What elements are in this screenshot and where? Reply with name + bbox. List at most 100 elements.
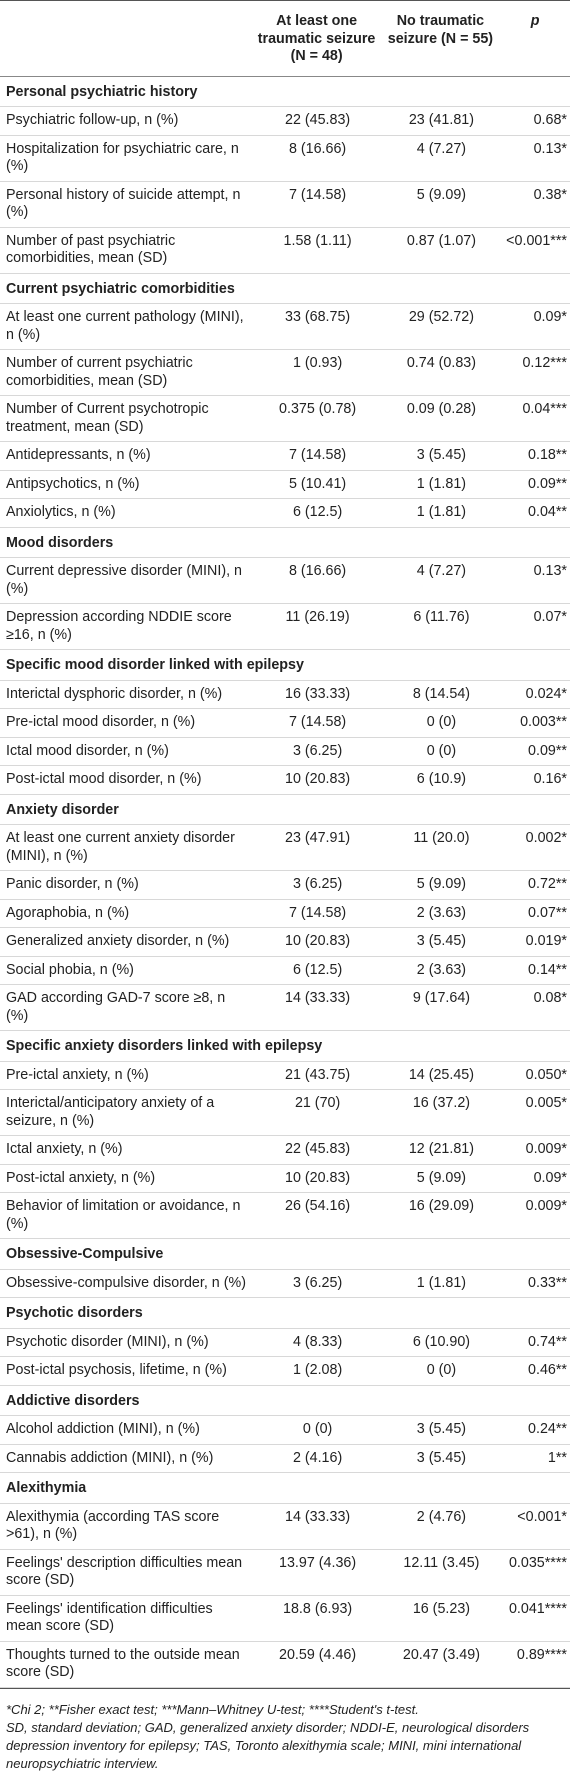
cell: 2 (3.63) xyxy=(380,956,501,985)
footnotes: *Chi 2; **Fisher exact test; ***Mann–Whi… xyxy=(0,1687,570,1773)
data-row: Pre-ictal anxiety, n (%) 21 (43.75) 14 (25… xyxy=(0,1061,570,1090)
cell: 0.009* xyxy=(500,1192,570,1239)
section-row: Specific mood disorder linked with epile… xyxy=(0,649,570,681)
row-label: Psychiatric follow-up, n (%) xyxy=(0,106,253,136)
cell: 7 (14.58) xyxy=(252,708,381,738)
data-row: Social phobia, n (%) 6 (12.5) 2 (3.63) 0.14… xyxy=(0,956,570,985)
section-title: Obsessive-Compulsive xyxy=(0,1238,570,1270)
row-label: Number of current psychiatric comorbidit… xyxy=(0,349,253,396)
cell: 2 (4.76) xyxy=(380,1503,501,1550)
cell: 11 (20.0) xyxy=(380,824,501,871)
cell: 0.019* xyxy=(500,927,570,957)
header-cell: At least one traumatic seizure (N = 48) xyxy=(252,0,381,77)
cell: 22 (45.83) xyxy=(252,1135,381,1165)
cell: 8 (16.66) xyxy=(252,135,381,182)
cell: 0 (0) xyxy=(380,708,501,738)
row-label: Antipsychotics, n (%) xyxy=(0,470,253,499)
cell: 0 (0) xyxy=(380,1356,501,1386)
cell: 1 (1.81) xyxy=(380,1269,501,1298)
row-label: Number of past psychiatric comorbidities… xyxy=(0,227,253,274)
cell: 12 (21.81) xyxy=(380,1135,501,1165)
row-label: At least one current pathology (MINI), n… xyxy=(0,303,253,350)
cell: 21 (43.75) xyxy=(252,1061,381,1090)
cell: 13.97 (4.36) xyxy=(252,1549,381,1596)
data-row: Antipsychotics, n (%) 5 (10.41) 1 (1.81) 0.… xyxy=(0,470,570,499)
cell: <0.001*** xyxy=(500,227,570,274)
row-label: Ictal mood disorder, n (%) xyxy=(0,737,253,766)
cell: 7 (14.58) xyxy=(252,899,381,928)
data-row: Psychotic disorder (MINI), n (%) 4 (8.33)… xyxy=(0,1328,570,1357)
cell: 0.46** xyxy=(500,1356,570,1386)
row-label: Alcohol addiction (MINI), n (%) xyxy=(0,1415,253,1445)
cell: 16 (33.33) xyxy=(252,680,381,709)
data-row: At least one current pathology (MINI), n… xyxy=(0,303,570,350)
cell: 0.005* xyxy=(500,1089,570,1136)
cell: 0.035**** xyxy=(500,1549,570,1596)
row-label: Post-ictal anxiety, n (%) xyxy=(0,1164,253,1193)
cell: 23 (41.81) xyxy=(380,106,501,136)
cell: 0.87 (1.07) xyxy=(380,227,501,274)
cell: 0.08* xyxy=(500,984,570,1031)
row-label: Feelings' description difficulties mean … xyxy=(0,1549,253,1596)
cell: 0.13* xyxy=(500,135,570,182)
cell: 9 (17.64) xyxy=(380,984,501,1031)
data-row: Cannabis addiction (MINI), n (%) 2 (4.16)… xyxy=(0,1444,570,1473)
row-label: At least one current anxiety disorder (M… xyxy=(0,824,253,871)
cell: 0 (0) xyxy=(380,737,501,766)
cell: 1 (0.93) xyxy=(252,349,381,396)
row-label: Thoughts turned to the outside mean scor… xyxy=(0,1641,253,1688)
cell: 7 (14.58) xyxy=(252,181,381,228)
section-row: Addictive disorders xyxy=(0,1385,570,1416)
data-row: Thoughts turned to the outside mean scor… xyxy=(0,1641,570,1688)
row-label: Post-ictal mood disorder, n (%) xyxy=(0,765,253,795)
data-row: Panic disorder, n (%) 3 (6.25) 5 (9.09) 0.7… xyxy=(0,870,570,900)
section-row: Mood disorders xyxy=(0,527,570,558)
cell: 0.24** xyxy=(500,1415,570,1445)
data-row: Number of past psychiatric comorbidities… xyxy=(0,227,570,274)
cell: 0.050* xyxy=(500,1061,570,1090)
cell: 0.07* xyxy=(500,603,570,650)
row-label: Agoraphobia, n (%) xyxy=(0,899,253,928)
data-row: Obsessive-compulsive disorder, n (%) 3 (6… xyxy=(0,1269,570,1298)
cell: 0.68* xyxy=(500,106,570,136)
data-row: Number of Current psychotropic treatment… xyxy=(0,395,570,442)
data-row: Alcohol addiction (MINI), n (%) 0 (0) 3 (5… xyxy=(0,1415,570,1445)
section-title: Psychotic disorders xyxy=(0,1297,570,1329)
row-label: Behavior of limitation or avoidance, n (… xyxy=(0,1192,253,1239)
cell: 3 (5.45) xyxy=(380,1444,501,1473)
cell: 3 (6.25) xyxy=(252,870,381,900)
section-title: Specific anxiety disorders linked with e… xyxy=(0,1030,570,1062)
cell: 6 (12.5) xyxy=(252,498,381,528)
header-cell: No traumatic seizure (N = 55) xyxy=(380,0,501,77)
section-title: Addictive disorders xyxy=(0,1385,570,1416)
data-row: Post-ictal psychosis, lifetime, n (%) 1 (… xyxy=(0,1356,570,1386)
section-row: Personal psychiatric history xyxy=(0,76,570,107)
section-row: Obsessive-Compulsive xyxy=(0,1238,570,1270)
cell: 22 (45.83) xyxy=(252,106,381,136)
cell: 8 (14.54) xyxy=(380,680,501,709)
row-label: Current depressive disorder (MINI), n (%… xyxy=(0,557,253,604)
cell: 0.04*** xyxy=(500,395,570,442)
cell: 5 (9.09) xyxy=(380,181,501,228)
cell: 6 (10.9) xyxy=(380,765,501,795)
cell: 14 (25.45) xyxy=(380,1061,501,1090)
cell: 0.89**** xyxy=(500,1641,570,1688)
row-label: Interictal dysphoric disorder, n (%) xyxy=(0,680,253,709)
cell: 0.375 (0.78) xyxy=(252,395,381,442)
cell: 10 (20.83) xyxy=(252,927,381,957)
cell: 0.002* xyxy=(500,824,570,871)
data-row: Interictal dysphoric disorder, n (%) 16 (… xyxy=(0,680,570,709)
cell: 1.58 (1.11) xyxy=(252,227,381,274)
cell: 0.18** xyxy=(500,441,570,471)
row-label: Depression according NDDIE score ≥16, n … xyxy=(0,603,253,650)
cell: 33 (68.75) xyxy=(252,303,381,350)
cell: 0.09* xyxy=(500,1164,570,1193)
cell: 4 (7.27) xyxy=(380,557,501,604)
data-row: Current depressive disorder (MINI), n (%… xyxy=(0,557,570,604)
footnote: *Chi 2; **Fisher exact test; ***Mann–Whi… xyxy=(6,1701,419,1717)
data-row: Agoraphobia, n (%) 7 (14.58) 2 (3.63) 0.07*… xyxy=(0,899,570,928)
data-row: Alexithymia (according TAS score >61), n… xyxy=(0,1503,570,1550)
footnote: SD, standard deviation; GAD, generalized… xyxy=(6,1719,530,1771)
cell: 16 (5.23) xyxy=(380,1595,501,1642)
cell: 0.09 (0.28) xyxy=(380,395,501,442)
